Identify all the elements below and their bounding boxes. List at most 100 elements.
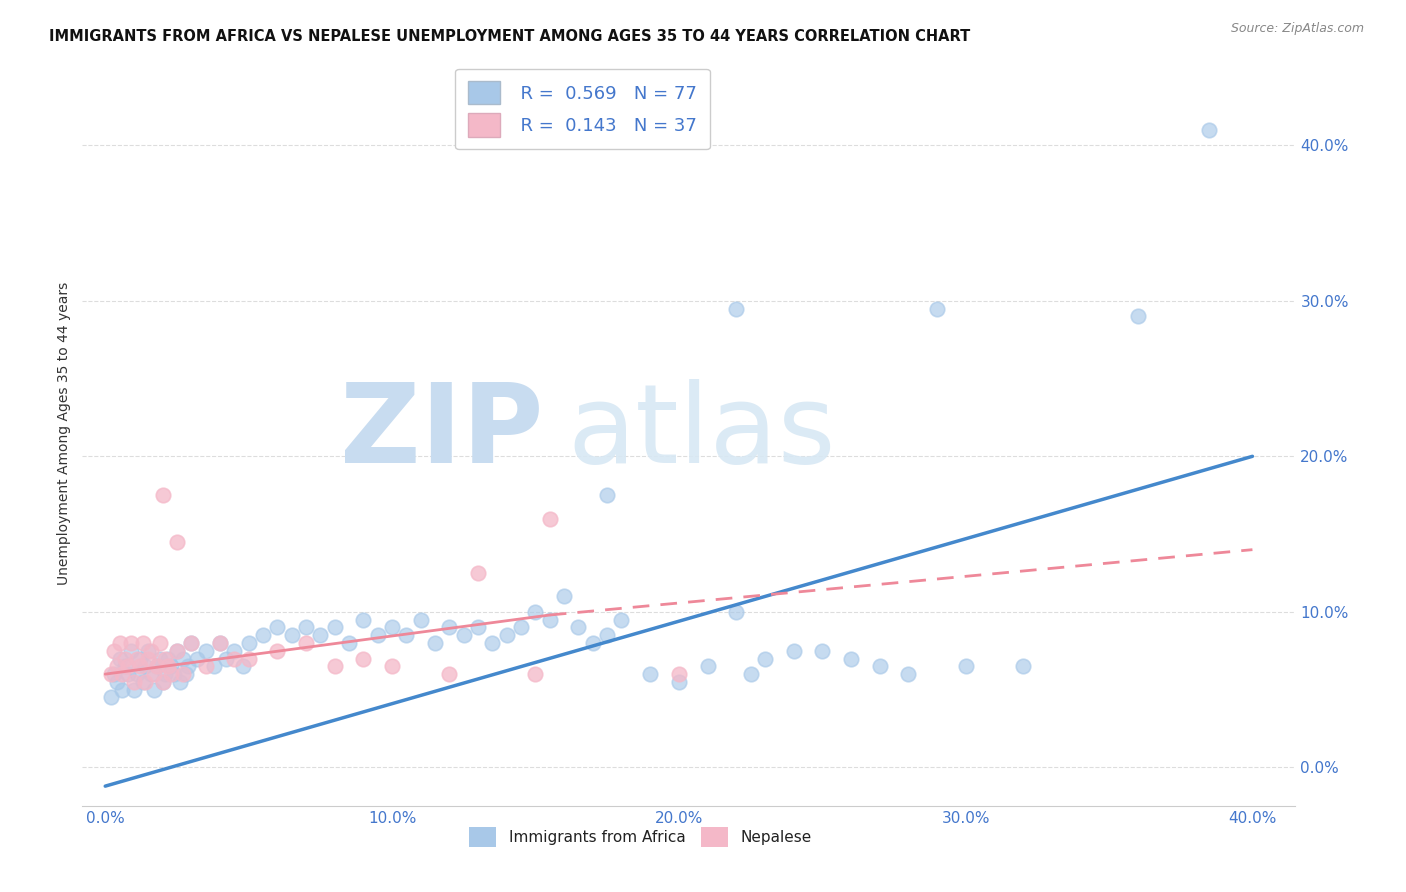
- Text: IMMIGRANTS FROM AFRICA VS NEPALESE UNEMPLOYMENT AMONG AGES 35 TO 44 YEARS CORREL: IMMIGRANTS FROM AFRICA VS NEPALESE UNEMP…: [49, 29, 970, 44]
- Point: [166, 644, 188, 658]
- Point: [169, 674, 191, 689]
- Point: [134, 674, 156, 689]
- Point: [839, 651, 862, 665]
- Point: [146, 659, 169, 673]
- Point: [215, 651, 238, 665]
- Point: [610, 613, 633, 627]
- Point: [160, 659, 183, 673]
- Point: [409, 613, 432, 627]
- Text: ZIP: ZIP: [340, 379, 543, 486]
- Point: [103, 644, 125, 658]
- Point: [238, 651, 260, 665]
- Point: [495, 628, 517, 642]
- Point: [481, 636, 503, 650]
- Point: [337, 636, 360, 650]
- Point: [266, 644, 288, 658]
- Point: [323, 620, 346, 634]
- Point: [696, 659, 718, 673]
- Point: [139, 667, 162, 681]
- Point: [125, 667, 148, 681]
- Point: [811, 644, 834, 658]
- Point: [925, 301, 948, 316]
- Point: [238, 636, 260, 650]
- Point: [186, 651, 208, 665]
- Point: [280, 628, 302, 642]
- Point: [955, 659, 977, 673]
- Point: [423, 636, 446, 650]
- Point: [105, 659, 128, 673]
- Point: [638, 667, 661, 681]
- Point: [524, 605, 547, 619]
- Point: [166, 534, 188, 549]
- Point: [553, 590, 575, 604]
- Point: [117, 659, 139, 673]
- Point: [208, 636, 231, 650]
- Point: [174, 667, 197, 681]
- Point: [100, 690, 122, 705]
- Point: [725, 301, 748, 316]
- Point: [381, 620, 404, 634]
- Point: [467, 566, 489, 580]
- Point: [252, 628, 274, 642]
- Point: [157, 651, 180, 665]
- Point: [172, 651, 194, 665]
- Point: [395, 628, 418, 642]
- Point: [160, 667, 183, 681]
- Point: [538, 511, 561, 525]
- Text: Source: ZipAtlas.com: Source: ZipAtlas.com: [1230, 22, 1364, 36]
- Point: [467, 620, 489, 634]
- Point: [120, 636, 142, 650]
- Point: [177, 659, 200, 673]
- Point: [180, 636, 202, 650]
- Point: [208, 636, 231, 650]
- Point: [163, 667, 186, 681]
- Point: [266, 620, 288, 634]
- Point: [152, 674, 174, 689]
- Point: [111, 667, 134, 681]
- Point: [538, 613, 561, 627]
- Point: [155, 651, 177, 665]
- Point: [524, 667, 547, 681]
- Point: [111, 682, 134, 697]
- Point: [439, 620, 461, 634]
- Point: [295, 636, 318, 650]
- Point: [668, 674, 690, 689]
- Point: [117, 667, 139, 681]
- Point: [869, 659, 891, 673]
- Point: [202, 659, 225, 673]
- Point: [180, 636, 202, 650]
- Point: [224, 644, 246, 658]
- Text: atlas: atlas: [568, 379, 837, 486]
- Point: [381, 659, 404, 673]
- Point: [143, 667, 166, 681]
- Point: [596, 488, 619, 502]
- Point: [114, 659, 136, 673]
- Point: [1012, 659, 1035, 673]
- Point: [367, 628, 389, 642]
- Point: [323, 659, 346, 673]
- Point: [152, 674, 174, 689]
- Point: [740, 667, 762, 681]
- Point: [105, 674, 128, 689]
- Point: [668, 667, 690, 681]
- Point: [120, 644, 142, 658]
- Point: [754, 651, 776, 665]
- Point: [122, 682, 145, 697]
- Point: [1126, 310, 1149, 324]
- Point: [352, 613, 374, 627]
- Point: [143, 682, 166, 697]
- Point: [131, 674, 153, 689]
- Legend: Immigrants from Africa, Nepalese: Immigrants from Africa, Nepalese: [461, 820, 820, 855]
- Point: [100, 667, 122, 681]
- Point: [510, 620, 533, 634]
- Point: [103, 667, 125, 681]
- Point: [155, 667, 177, 681]
- Point: [134, 659, 156, 673]
- Point: [309, 628, 332, 642]
- Point: [131, 636, 153, 650]
- Y-axis label: Unemployment Among Ages 35 to 44 years: Unemployment Among Ages 35 to 44 years: [58, 281, 72, 584]
- Point: [194, 659, 217, 673]
- Point: [166, 644, 188, 658]
- Point: [782, 644, 804, 658]
- Point: [596, 628, 619, 642]
